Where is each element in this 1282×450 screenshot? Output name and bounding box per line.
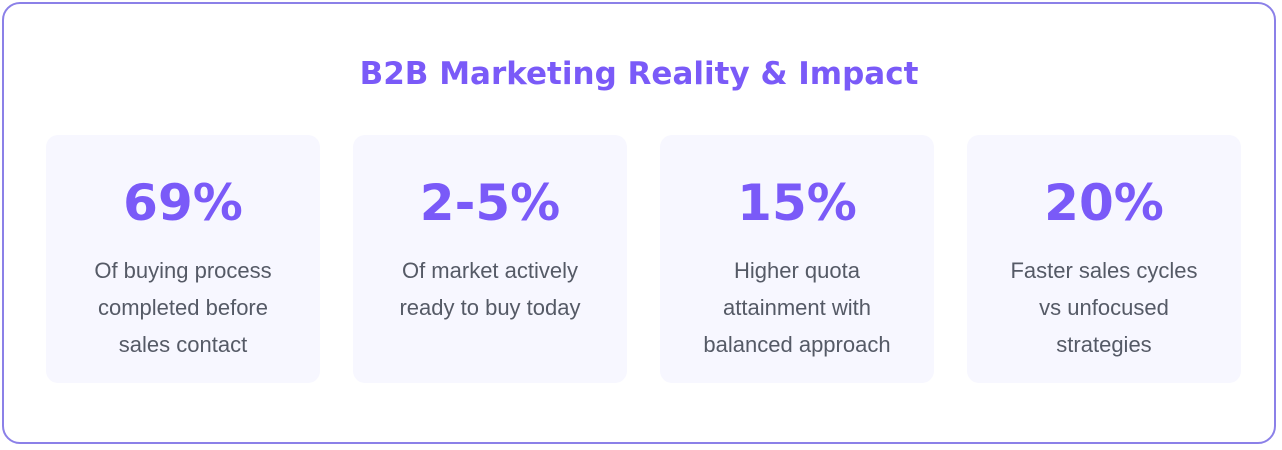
stat-card: 20% Faster sales cycles vs unfocused str… [967, 135, 1241, 383]
stat-value: 2-5% [419, 174, 561, 232]
stat-description: Faster sales cycles vs unfocused strateg… [1010, 258, 1198, 357]
stat-value: 20% [1044, 174, 1164, 232]
stat-description: Higher quota attainment with balanced ap… [703, 258, 891, 357]
stat-description: Of buying process completed before sales… [94, 258, 272, 357]
stat-card-grid: 69% Of buying process completed before s… [46, 135, 1242, 383]
stat-description: Of market actively ready to buy today [399, 258, 581, 320]
stat-card: 69% Of buying process completed before s… [46, 135, 320, 383]
stat-card: 15% Higher quota attainment with balance… [660, 135, 934, 383]
infographic-panel: B2B Marketing Reality & Impact 69% Of bu… [2, 2, 1276, 444]
stat-card: 2-5% Of market actively ready to buy tod… [353, 135, 627, 383]
panel-title: B2B Marketing Reality & Impact [359, 56, 919, 92]
stat-value: 69% [123, 174, 243, 232]
stat-value: 15% [737, 174, 857, 232]
